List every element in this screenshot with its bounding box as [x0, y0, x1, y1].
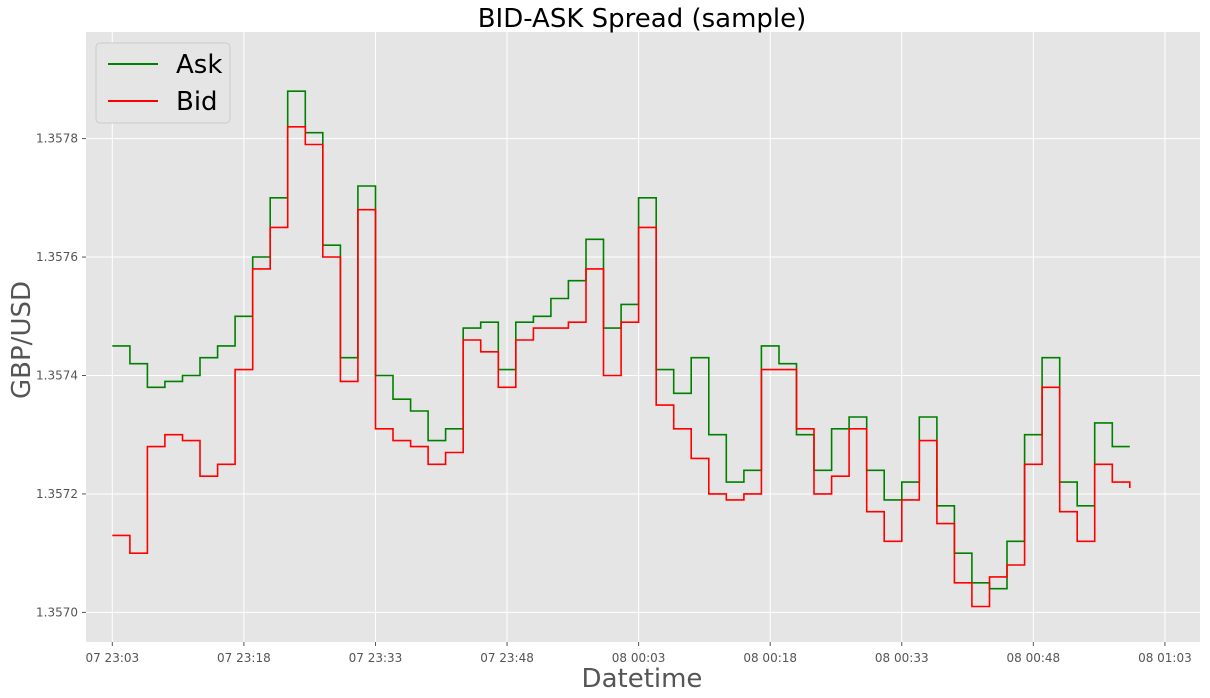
series-line-bid: [112, 126, 1131, 608]
legend-label-bid: Bid: [176, 87, 218, 117]
x-tick-label: 08 00:03: [612, 651, 666, 665]
chart-title: BID-ASK Spread (sample): [478, 4, 807, 34]
x-tick-label: 07 23:18: [217, 651, 271, 665]
y-tick-label: 1.3576: [36, 250, 78, 264]
y-axis-title: GBP/USD: [7, 281, 37, 399]
y-tick-label: 1.3578: [36, 132, 78, 146]
legend-label-ask: Ask: [176, 50, 222, 80]
x-tick-label: 08 01:03: [1138, 651, 1192, 665]
y-tick-label: 1.3574: [36, 368, 78, 382]
legend: Ask Bid: [95, 42, 231, 124]
plot-area: [86, 32, 1200, 642]
x-tick-label: 08 00:48: [1007, 651, 1061, 665]
x-tick-label: 07 23:48: [480, 651, 534, 665]
x-tick-label: 08 00:18: [743, 651, 797, 665]
x-tick-label: 07 23:33: [349, 651, 403, 665]
series-lines: [112, 90, 1131, 608]
x-axis-title: Datetime: [582, 664, 703, 694]
tick-labels: 07 23:03 07 23:18 07 23:33 07 23:48 08 00:03…: [36, 132, 1192, 665]
x-tick-label: 07 23:03: [85, 651, 139, 665]
y-tick-label: 1.3572: [36, 487, 78, 501]
y-tick-label: 1.3570: [36, 605, 78, 619]
x-tick-label: 08 00:33: [875, 651, 929, 665]
